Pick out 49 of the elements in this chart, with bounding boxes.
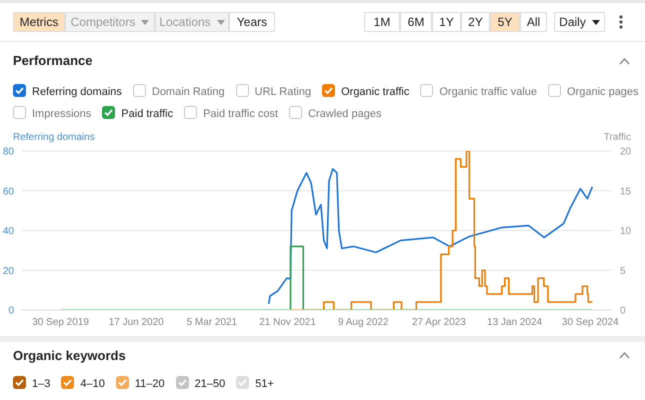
text: Locations bbox=[159, 15, 211, 29]
text: 11–20 bbox=[134, 377, 165, 390]
text: Metrics bbox=[20, 15, 58, 29]
text: 21–50 bbox=[194, 377, 226, 390]
text: 6M bbox=[408, 15, 424, 29]
x-tick-label: 30 Sep 2019 bbox=[32, 317, 90, 328]
text: 51+ bbox=[254, 377, 274, 390]
text: 5Y bbox=[498, 15, 512, 29]
text: 1–3 bbox=[31, 377, 50, 390]
legend-label: Referring domains bbox=[31, 85, 122, 98]
text: Impressions bbox=[31, 107, 92, 120]
x-tick-label: 30 Sep 2024 bbox=[562, 317, 620, 328]
text: 4–10 bbox=[79, 377, 105, 390]
text: Crawled pages bbox=[307, 107, 382, 120]
y2-tick-label: 20 bbox=[620, 146, 632, 158]
y2-axis-title: Traffic bbox=[604, 132, 631, 143]
text: Organic traffic value bbox=[438, 85, 537, 98]
text: Organic keywords bbox=[13, 348, 126, 363]
y-tick-label: 0 bbox=[8, 306, 14, 317]
y2-tick-label: 5 bbox=[620, 266, 626, 277]
text: Daily bbox=[559, 15, 586, 29]
text: 1Y bbox=[439, 15, 454, 29]
text: URL Rating bbox=[254, 85, 312, 98]
legend-label: Paid traffic bbox=[120, 107, 174, 120]
legend-label: Organic traffic bbox=[340, 85, 410, 98]
line-series bbox=[268, 168, 594, 305]
y-tick-label: 40 bbox=[2, 226, 14, 238]
x-tick-label: 17 Jun 2020 bbox=[108, 317, 164, 328]
x-tick-label: 21 Nov 2021 bbox=[259, 317, 316, 328]
y2-tick-label: 10 bbox=[620, 226, 632, 238]
y-axis-title: Referring domains bbox=[13, 132, 95, 143]
text: Competitors bbox=[70, 15, 136, 29]
text: 2Y bbox=[468, 15, 483, 29]
text: Domain Rating bbox=[150, 85, 225, 98]
y-tick-label: 20 bbox=[2, 266, 14, 277]
x-tick-label: 13 Jan 2024 bbox=[487, 317, 543, 328]
text: 1M bbox=[374, 15, 390, 29]
x-tick-label: 9 Aug 2022 bbox=[338, 317, 389, 328]
text: Paid traffic cost bbox=[202, 107, 278, 120]
x-tick-label: 5 Mar 2021 bbox=[186, 317, 238, 328]
x-tick-label: 27 Apr 2023 bbox=[412, 317, 466, 328]
y2-tick-label: 15 bbox=[620, 186, 632, 198]
y-tick-label: 80 bbox=[2, 146, 14, 158]
y-tick-label: 60 bbox=[2, 186, 14, 198]
text: All bbox=[526, 15, 540, 29]
text: Years bbox=[236, 15, 268, 29]
chart-title: Performance bbox=[13, 53, 92, 68]
text: Organic pages bbox=[566, 85, 639, 98]
y2-tick-label: 0 bbox=[620, 306, 626, 317]
